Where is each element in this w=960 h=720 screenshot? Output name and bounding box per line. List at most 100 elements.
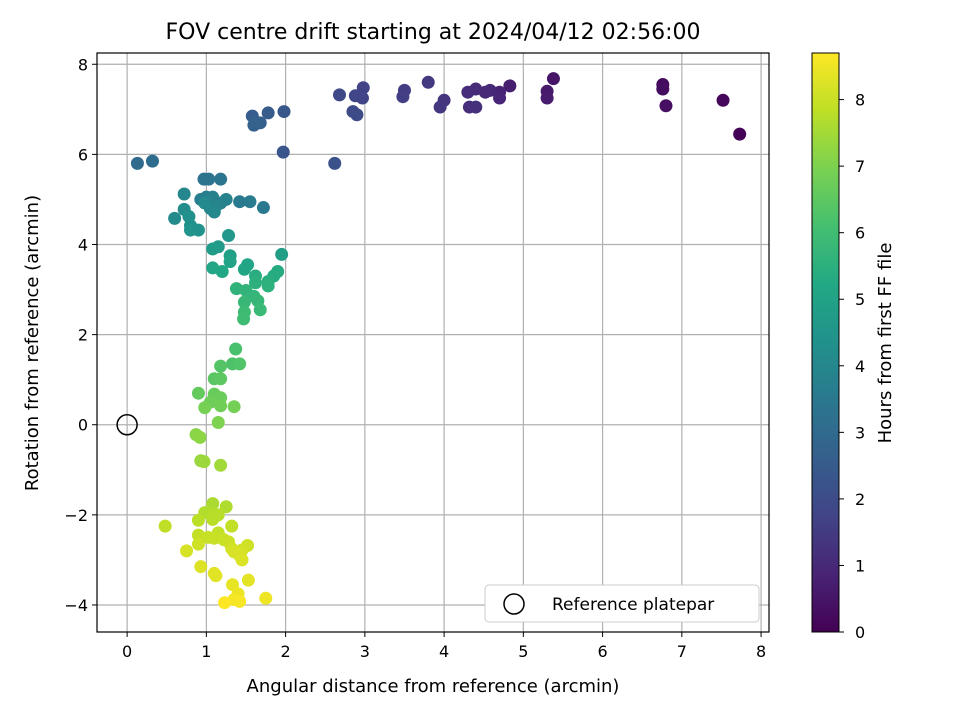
data-point bbox=[540, 91, 554, 105]
data-point bbox=[733, 127, 747, 141]
data-point bbox=[206, 242, 220, 256]
colorbar-tick-label: 7 bbox=[855, 157, 865, 176]
reference-platepar-marker bbox=[116, 413, 138, 436]
data-point bbox=[261, 106, 275, 120]
data-point bbox=[214, 172, 228, 186]
data-point bbox=[253, 303, 267, 317]
data-point bbox=[546, 72, 560, 86]
colorbar-tick-label: 3 bbox=[855, 423, 865, 442]
x-tick-label: 0 bbox=[122, 642, 132, 661]
legend: Reference platepar bbox=[484, 584, 760, 623]
y-axis-ticks: −4 −2 0 2 4 6 8 bbox=[64, 55, 97, 615]
data-point bbox=[348, 89, 362, 103]
data-points bbox=[130, 72, 747, 610]
colorbar-tick-label: 5 bbox=[855, 290, 865, 309]
data-point bbox=[215, 265, 229, 279]
data-point bbox=[243, 195, 257, 209]
data-point bbox=[191, 513, 205, 527]
data-point bbox=[219, 500, 233, 514]
data-point bbox=[218, 596, 232, 610]
data-point bbox=[130, 156, 144, 170]
data-point bbox=[222, 228, 236, 242]
data-point bbox=[656, 82, 670, 96]
colorbar-tick-label: 4 bbox=[855, 357, 865, 376]
data-point bbox=[225, 519, 239, 533]
data-point bbox=[198, 196, 212, 210]
y-tick-label: 0 bbox=[78, 416, 88, 435]
x-tick-label: 5 bbox=[518, 642, 528, 661]
data-point bbox=[332, 88, 346, 102]
data-point bbox=[503, 79, 517, 93]
x-tick-label: 8 bbox=[756, 642, 766, 661]
data-point bbox=[158, 519, 172, 533]
data-point bbox=[396, 90, 410, 104]
data-point bbox=[356, 81, 370, 95]
y-tick-label: 6 bbox=[78, 145, 88, 164]
data-point bbox=[194, 560, 208, 574]
plot-frame bbox=[96, 52, 770, 633]
colorbar-tick-label: 8 bbox=[855, 91, 865, 110]
data-point bbox=[184, 223, 198, 237]
colorbar-tick-label: 6 bbox=[855, 224, 865, 243]
data-point bbox=[241, 573, 255, 587]
data-point bbox=[259, 591, 273, 605]
x-tick-label: 2 bbox=[281, 642, 291, 661]
chart-title: FOV centre drift starting at 2024/04/12 … bbox=[166, 20, 701, 45]
x-axis-title: Angular distance from reference (arcmin) bbox=[247, 676, 620, 697]
data-point bbox=[248, 115, 262, 129]
data-point bbox=[207, 531, 221, 545]
data-point bbox=[461, 85, 475, 99]
data-point bbox=[421, 75, 435, 89]
y-tick-label: 8 bbox=[78, 55, 88, 74]
x-tick-label: 1 bbox=[201, 642, 211, 661]
colorbar-ticks: 0 1 2 3 4 5 6 7 8 bbox=[839, 91, 865, 642]
y-tick-label: 2 bbox=[78, 326, 88, 345]
data-point bbox=[261, 279, 275, 293]
data-point bbox=[214, 399, 228, 413]
data-point bbox=[433, 100, 447, 114]
y-tick-label: 4 bbox=[78, 235, 88, 254]
x-axis-ticks: 0 1 2 3 4 5 6 7 8 bbox=[122, 632, 766, 661]
data-point bbox=[233, 357, 247, 371]
legend-reference-marker bbox=[503, 593, 525, 615]
data-point bbox=[248, 276, 262, 290]
x-tick-label: 3 bbox=[360, 642, 370, 661]
y-tick-label: −4 bbox=[64, 596, 88, 615]
data-point bbox=[206, 512, 220, 526]
data-point bbox=[223, 255, 237, 269]
x-tick-label: 6 bbox=[597, 642, 607, 661]
data-point bbox=[207, 205, 221, 219]
data-point bbox=[191, 386, 205, 400]
data-point bbox=[180, 544, 194, 558]
colorbar: 0 1 2 3 4 5 6 7 8 Hours from first FF file bbox=[811, 52, 896, 642]
data-point bbox=[277, 105, 291, 119]
data-point bbox=[211, 415, 225, 429]
data-point bbox=[235, 553, 249, 567]
data-point bbox=[191, 537, 205, 551]
data-point bbox=[237, 262, 251, 276]
data-point bbox=[214, 372, 228, 386]
colorbar-tick-label: 1 bbox=[855, 556, 865, 575]
data-point bbox=[275, 247, 289, 261]
data-point bbox=[177, 187, 191, 201]
data-point bbox=[469, 100, 483, 114]
colorbar-title: Hours from first FF file bbox=[875, 243, 896, 444]
legend-reference-label: Reference platepar bbox=[552, 595, 714, 615]
data-point bbox=[219, 192, 233, 206]
data-point bbox=[198, 401, 212, 415]
data-point bbox=[214, 359, 228, 373]
data-point bbox=[716, 93, 730, 107]
colorbar-tick-label: 2 bbox=[855, 490, 865, 509]
data-point bbox=[209, 569, 223, 583]
data-point bbox=[168, 211, 182, 225]
data-point bbox=[193, 430, 207, 444]
y-tick-label: −2 bbox=[64, 506, 88, 525]
data-point bbox=[276, 145, 290, 159]
colorbar-tick-label: 0 bbox=[855, 623, 865, 642]
data-point bbox=[202, 172, 216, 186]
data-point bbox=[206, 497, 220, 511]
data-point bbox=[493, 91, 507, 105]
legend-box bbox=[484, 584, 760, 623]
data-point bbox=[237, 312, 251, 326]
